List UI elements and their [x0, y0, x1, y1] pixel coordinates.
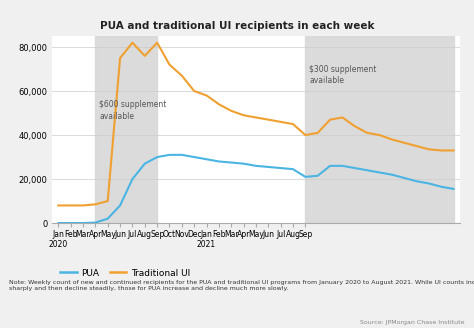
- Text: $600 supplement
available: $600 supplement available: [99, 100, 166, 121]
- Text: Note: Weekly count of new and continued recipients for the PUA and traditional U: Note: Weekly count of new and continued …: [9, 280, 474, 291]
- Text: $300 supplement
available: $300 supplement available: [309, 65, 376, 86]
- Bar: [305, 36, 454, 223]
- Text: PUA and traditional UI recipients in each week: PUA and traditional UI recipients in eac…: [100, 21, 374, 31]
- Legend: PUA, Traditional UI: PUA, Traditional UI: [57, 265, 193, 281]
- Text: Source: JPMorgan Chase Institute: Source: JPMorgan Chase Institute: [360, 320, 465, 325]
- Bar: [95, 36, 157, 223]
